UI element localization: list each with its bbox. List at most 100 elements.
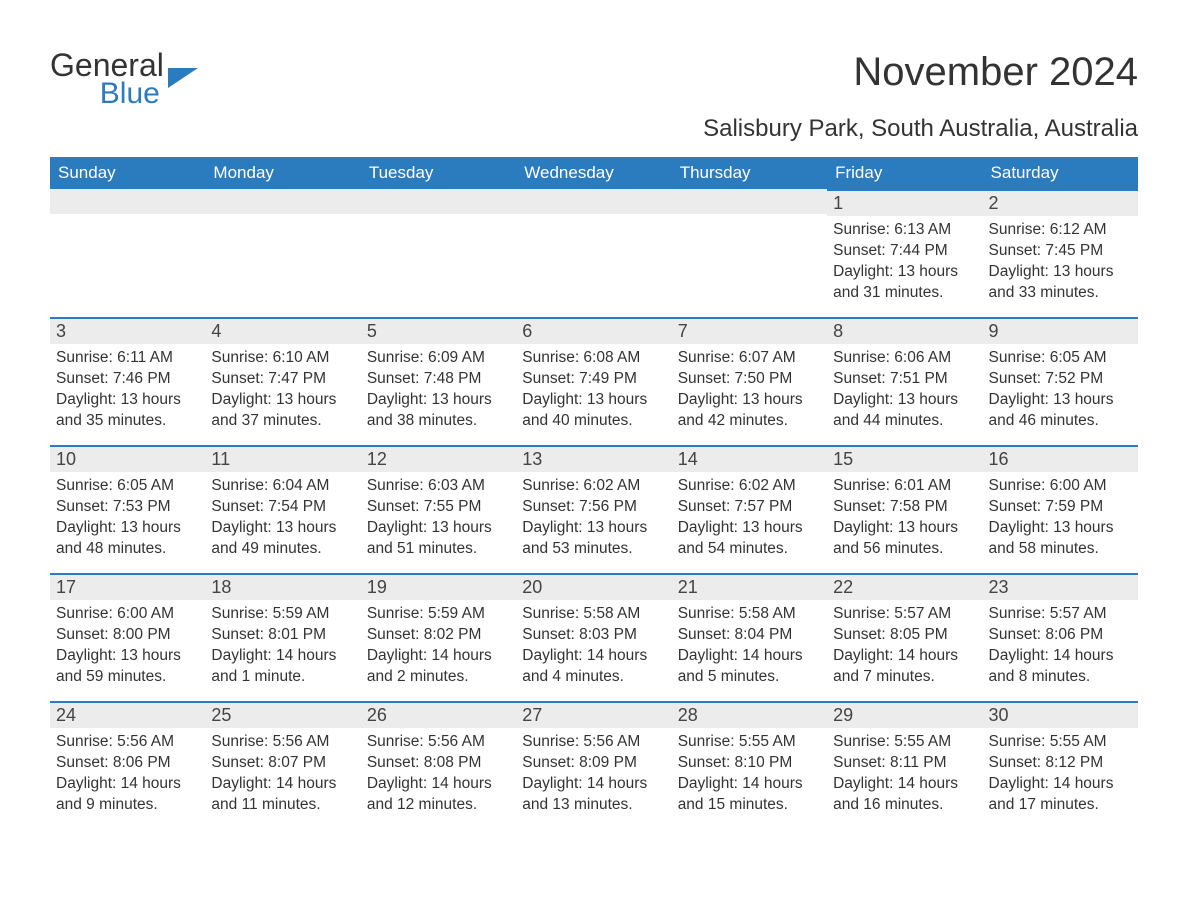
- day-header: Thursday: [672, 157, 827, 189]
- day-details: Sunrise: 6:09 AMSunset: 7:48 PMDaylight:…: [361, 344, 516, 440]
- day-number: 25: [205, 701, 360, 728]
- sunset-text: Sunset: 8:01 PM: [211, 625, 354, 646]
- daylight-text: Daylight: 14 hours and 2 minutes.: [367, 646, 510, 688]
- day-details: Sunrise: 6:00 AMSunset: 8:00 PMDaylight:…: [50, 600, 205, 696]
- daylight-text: Daylight: 13 hours and 49 minutes.: [211, 518, 354, 560]
- sunrise-text: Sunrise: 5:59 AM: [367, 604, 510, 625]
- sunset-text: Sunset: 7:56 PM: [522, 497, 665, 518]
- sunset-text: Sunset: 8:07 PM: [211, 753, 354, 774]
- day-number: 28: [672, 701, 827, 728]
- day-details: Sunrise: 6:01 AMSunset: 7:58 PMDaylight:…: [827, 472, 982, 568]
- day-details: Sunrise: 5:56 AMSunset: 8:08 PMDaylight:…: [361, 728, 516, 824]
- day-header: Saturday: [983, 157, 1138, 189]
- logo: General Blue: [50, 50, 198, 109]
- daylight-text: Daylight: 13 hours and 33 minutes.: [989, 262, 1132, 304]
- calendar-cell: 26Sunrise: 5:56 AMSunset: 8:08 PMDayligh…: [361, 701, 516, 829]
- day-number: 17: [50, 573, 205, 600]
- daylight-text: Daylight: 13 hours and 53 minutes.: [522, 518, 665, 560]
- day-details: Sunrise: 6:02 AMSunset: 7:57 PMDaylight:…: [672, 472, 827, 568]
- sunset-text: Sunset: 7:54 PM: [211, 497, 354, 518]
- sunrise-text: Sunrise: 5:56 AM: [211, 732, 354, 753]
- sunrise-text: Sunrise: 6:07 AM: [678, 348, 821, 369]
- calendar-cell: 10Sunrise: 6:05 AMSunset: 7:53 PMDayligh…: [50, 445, 205, 573]
- calendar-week-row: 10Sunrise: 6:05 AMSunset: 7:53 PMDayligh…: [50, 445, 1138, 573]
- daylight-text: Daylight: 14 hours and 17 minutes.: [989, 774, 1132, 816]
- daylight-text: Daylight: 13 hours and 44 minutes.: [833, 390, 976, 432]
- day-number: 11: [205, 445, 360, 472]
- daylight-text: Daylight: 14 hours and 7 minutes.: [833, 646, 976, 688]
- day-number: 1: [827, 189, 982, 216]
- day-details: Sunrise: 5:57 AMSunset: 8:06 PMDaylight:…: [983, 600, 1138, 696]
- calendar-cell: 6Sunrise: 6:08 AMSunset: 7:49 PMDaylight…: [516, 317, 671, 445]
- calendar-cell: 7 Sunrise: 6:07 AMSunset: 7:50 PMDaylight…: [672, 317, 827, 445]
- sunrise-text: Sunrise: 6:11 AM: [56, 348, 199, 369]
- sunset-text: Sunset: 7:47 PM: [211, 369, 354, 390]
- sunrise-text: Sunrise: 6:13 AM: [833, 220, 976, 241]
- day-details: Sunrise: 6:03 AMSunset: 7:55 PMDaylight:…: [361, 472, 516, 568]
- day-number: 16: [983, 445, 1138, 472]
- daylight-text: Daylight: 13 hours and 54 minutes.: [678, 518, 821, 560]
- daylight-text: Daylight: 14 hours and 1 minute.: [211, 646, 354, 688]
- day-header: Tuesday: [361, 157, 516, 189]
- sunrise-text: Sunrise: 6:05 AM: [989, 348, 1132, 369]
- sunset-text: Sunset: 8:05 PM: [833, 625, 976, 646]
- sunrise-text: Sunrise: 6:02 AM: [522, 476, 665, 497]
- sunrise-text: Sunrise: 6:03 AM: [367, 476, 510, 497]
- sunset-text: Sunset: 8:06 PM: [56, 753, 199, 774]
- day-number: 26: [361, 701, 516, 728]
- day-number: 3: [50, 317, 205, 344]
- calendar-cell: 4Sunrise: 6:10 AMSunset: 7:47 PMDaylight…: [205, 317, 360, 445]
- day-number: 15: [827, 445, 982, 472]
- daylight-text: Daylight: 14 hours and 12 minutes.: [367, 774, 510, 816]
- sunrise-text: Sunrise: 5:59 AM: [211, 604, 354, 625]
- day-details: Sunrise: 5:55 AMSunset: 8:12 PMDaylight:…: [983, 728, 1138, 824]
- sunrise-text: Sunrise: 5:55 AM: [833, 732, 976, 753]
- sunrise-text: Sunrise: 5:58 AM: [522, 604, 665, 625]
- daylight-text: Daylight: 13 hours and 40 minutes.: [522, 390, 665, 432]
- calendar-cell: 16Sunrise: 6:00 AMSunset: 7:59 PMDayligh…: [983, 445, 1138, 573]
- daylight-text: Daylight: 13 hours and 58 minutes.: [989, 518, 1132, 560]
- sunrise-text: Sunrise: 6:05 AM: [56, 476, 199, 497]
- sunset-text: Sunset: 7:57 PM: [678, 497, 821, 518]
- day-number-empty: [361, 189, 516, 214]
- calendar-cell: 20Sunrise: 5:58 AMSunset: 8:03 PMDayligh…: [516, 573, 671, 701]
- daylight-text: Daylight: 13 hours and 42 minutes.: [678, 390, 821, 432]
- day-details: Sunrise: 6:02 AMSunset: 7:56 PMDaylight:…: [516, 472, 671, 568]
- sunrise-text: Sunrise: 5:56 AM: [367, 732, 510, 753]
- day-header-row: Sunday Monday Tuesday Wednesday Thursday…: [50, 157, 1138, 189]
- calendar-cell: 22Sunrise: 5:57 AMSunset: 8:05 PMDayligh…: [827, 573, 982, 701]
- calendar-cell: 21Sunrise: 5:58 AMSunset: 8:04 PMDayligh…: [672, 573, 827, 701]
- calendar-cell: 19Sunrise: 5:59 AMSunset: 8:02 PMDayligh…: [361, 573, 516, 701]
- calendar-cell: 29Sunrise: 5:55 AMSunset: 8:11 PMDayligh…: [827, 701, 982, 829]
- day-number-empty: [50, 189, 205, 214]
- calendar-cell: 17Sunrise: 6:00 AMSunset: 8:00 PMDayligh…: [50, 573, 205, 701]
- calendar-cell: [361, 189, 516, 317]
- day-details: Sunrise: 6:00 AMSunset: 7:59 PMDaylight:…: [983, 472, 1138, 568]
- day-number: 21: [672, 573, 827, 600]
- logo-triangle-icon: [168, 65, 198, 97]
- daylight-text: Daylight: 14 hours and 4 minutes.: [522, 646, 665, 688]
- day-number: 5: [361, 317, 516, 344]
- calendar-cell: 11Sunrise: 6:04 AMSunset: 7:54 PMDayligh…: [205, 445, 360, 573]
- sunset-text: Sunset: 7:50 PM: [678, 369, 821, 390]
- calendar-cell: 25Sunrise: 5:56 AMSunset: 8:07 PMDayligh…: [205, 701, 360, 829]
- calendar-week-row: 3Sunrise: 6:11 AMSunset: 7:46 PMDaylight…: [50, 317, 1138, 445]
- day-details: Sunrise: 5:57 AMSunset: 8:05 PMDaylight:…: [827, 600, 982, 696]
- calendar-cell: 27Sunrise: 5:56 AMSunset: 8:09 PMDayligh…: [516, 701, 671, 829]
- sunset-text: Sunset: 8:12 PM: [989, 753, 1132, 774]
- sunrise-text: Sunrise: 5:57 AM: [833, 604, 976, 625]
- day-details: Sunrise: 5:56 AMSunset: 8:07 PMDaylight:…: [205, 728, 360, 824]
- sunrise-text: Sunrise: 5:55 AM: [989, 732, 1132, 753]
- daylight-text: Daylight: 13 hours and 56 minutes.: [833, 518, 976, 560]
- page-title: November 2024: [853, 50, 1138, 95]
- calendar-cell: [672, 189, 827, 317]
- header-row: General Blue November 2024: [50, 50, 1138, 109]
- day-number: 2: [983, 189, 1138, 216]
- sunset-text: Sunset: 7:53 PM: [56, 497, 199, 518]
- day-number: 7: [672, 317, 827, 344]
- sunrise-text: Sunrise: 6:02 AM: [678, 476, 821, 497]
- daylight-text: Daylight: 13 hours and 59 minutes.: [56, 646, 199, 688]
- calendar-cell: 30Sunrise: 5:55 AMSunset: 8:12 PMDayligh…: [983, 701, 1138, 829]
- sunrise-text: Sunrise: 5:55 AM: [678, 732, 821, 753]
- sunset-text: Sunset: 8:10 PM: [678, 753, 821, 774]
